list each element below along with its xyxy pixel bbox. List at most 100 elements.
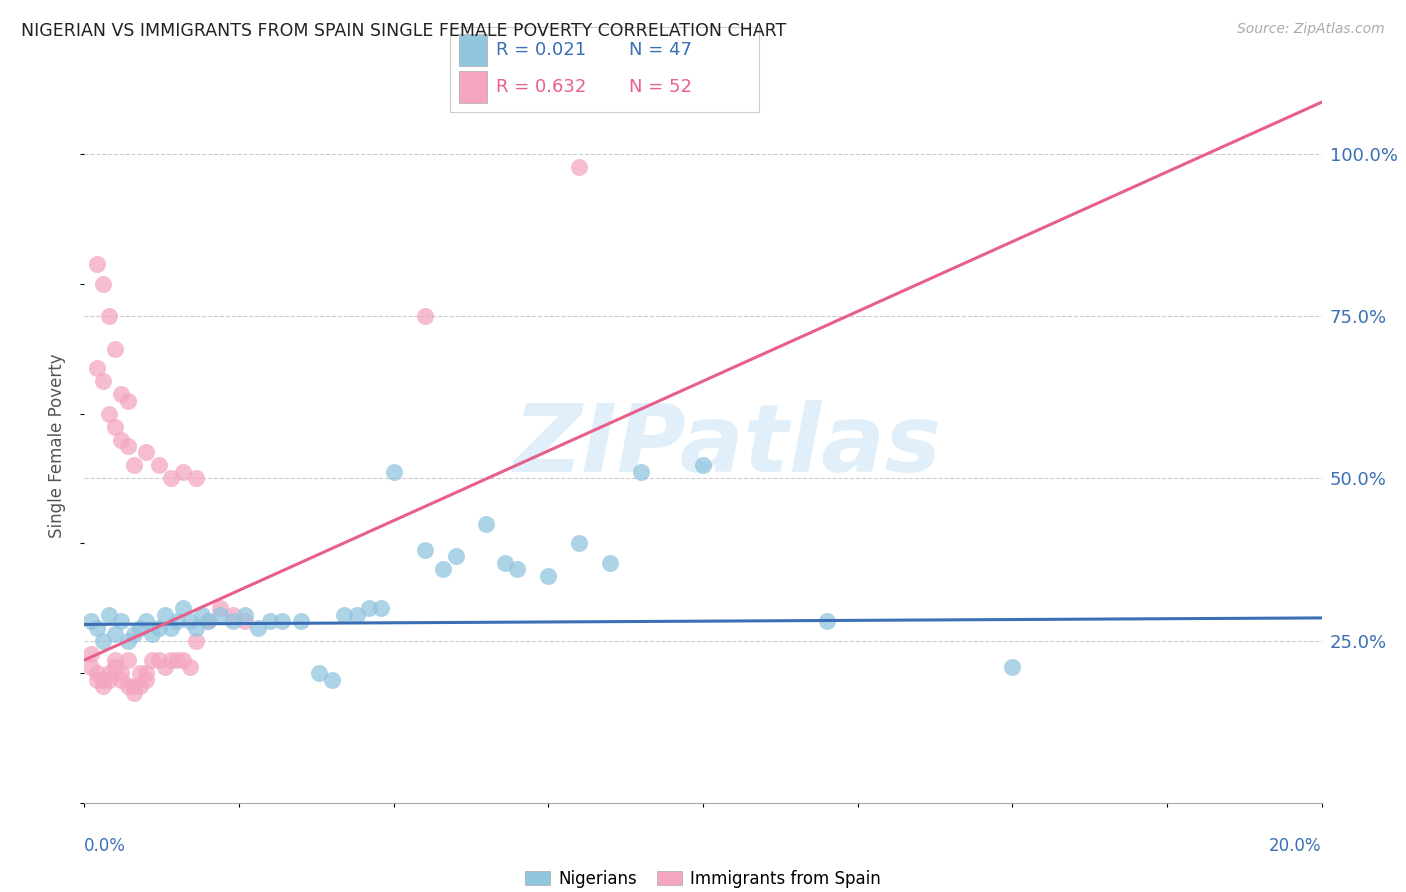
Point	[122, 685, 145, 699]
Text: N = 52: N = 52	[630, 78, 692, 96]
Point	[104, 342, 127, 356]
Point	[141, 627, 163, 641]
Point	[110, 666, 132, 681]
Point	[179, 614, 201, 628]
Point	[444, 549, 467, 564]
Point	[104, 419, 127, 434]
Point	[91, 673, 114, 687]
Point	[382, 465, 405, 479]
Point	[494, 556, 516, 570]
Point	[166, 653, 188, 667]
Point	[568, 160, 591, 174]
Point	[104, 659, 127, 673]
Point	[333, 607, 356, 622]
Point	[98, 607, 121, 622]
Point	[110, 614, 132, 628]
Point	[122, 627, 145, 641]
Point	[271, 614, 294, 628]
Point	[91, 277, 114, 291]
Point	[110, 433, 132, 447]
Text: R = 0.632: R = 0.632	[496, 78, 586, 96]
Point	[98, 407, 121, 421]
Point	[191, 607, 214, 622]
Point	[308, 666, 330, 681]
Point	[135, 666, 157, 681]
Point	[209, 601, 232, 615]
Text: R = 0.021: R = 0.021	[496, 41, 586, 59]
Point	[209, 607, 232, 622]
Point	[129, 679, 152, 693]
Point	[1001, 659, 1024, 673]
Point	[153, 607, 176, 622]
Point	[122, 679, 145, 693]
Point	[432, 562, 454, 576]
Y-axis label: Single Female Poverty: Single Female Poverty	[48, 354, 66, 538]
Text: 20.0%: 20.0%	[1270, 837, 1322, 855]
Point	[86, 666, 108, 681]
Point	[148, 653, 170, 667]
Point	[160, 621, 183, 635]
Point	[370, 601, 392, 615]
Point	[357, 601, 380, 615]
Point	[259, 614, 281, 628]
Point	[475, 516, 498, 531]
Point	[184, 633, 207, 648]
Point	[110, 387, 132, 401]
Point	[86, 621, 108, 635]
Point	[86, 257, 108, 271]
Point	[222, 614, 245, 628]
Point	[86, 673, 108, 687]
Point	[117, 653, 139, 667]
Text: ZIPatlas: ZIPatlas	[513, 400, 942, 492]
Point	[815, 614, 838, 628]
Point	[233, 614, 256, 628]
Point	[153, 659, 176, 673]
Point	[122, 458, 145, 473]
Point	[346, 607, 368, 622]
Point	[91, 679, 114, 693]
Point	[246, 621, 269, 635]
Text: Source: ZipAtlas.com: Source: ZipAtlas.com	[1237, 22, 1385, 37]
Point	[79, 647, 101, 661]
Point	[413, 542, 436, 557]
Point	[117, 633, 139, 648]
Point	[413, 310, 436, 324]
Point	[537, 568, 560, 582]
Bar	[460, 34, 486, 66]
Point	[506, 562, 529, 576]
Point	[141, 653, 163, 667]
Bar	[460, 70, 486, 103]
Point	[172, 465, 194, 479]
Point	[184, 471, 207, 485]
Point	[117, 679, 139, 693]
Point	[568, 536, 591, 550]
Point	[104, 627, 127, 641]
Point	[91, 633, 114, 648]
Point	[197, 614, 219, 628]
Point	[79, 614, 101, 628]
Point	[172, 653, 194, 667]
Point	[222, 607, 245, 622]
Point	[692, 458, 714, 473]
Point	[160, 653, 183, 667]
Point	[129, 621, 152, 635]
Point	[184, 621, 207, 635]
Text: N = 47: N = 47	[630, 41, 692, 59]
Point	[172, 601, 194, 615]
Point	[148, 458, 170, 473]
Point	[290, 614, 312, 628]
Point	[98, 310, 121, 324]
Point	[135, 445, 157, 459]
Point	[160, 471, 183, 485]
Point	[117, 439, 139, 453]
Point	[233, 607, 256, 622]
Point	[197, 614, 219, 628]
Point	[98, 673, 121, 687]
Point	[104, 653, 127, 667]
Point	[630, 465, 652, 479]
Point	[135, 673, 157, 687]
Point	[135, 614, 157, 628]
Point	[599, 556, 621, 570]
Point	[86, 361, 108, 376]
Point	[321, 673, 343, 687]
